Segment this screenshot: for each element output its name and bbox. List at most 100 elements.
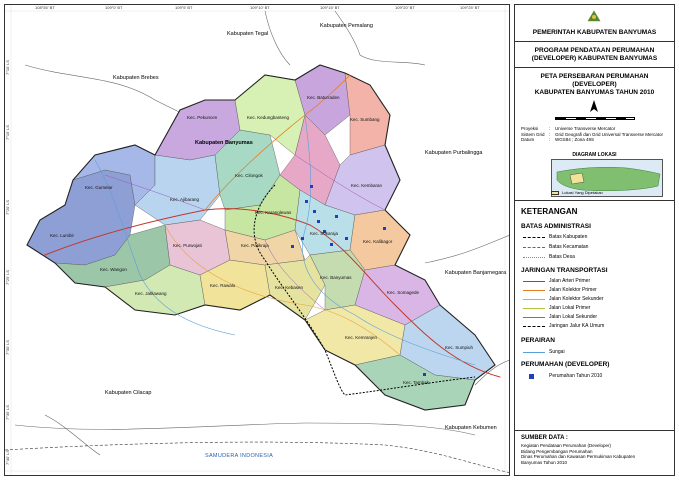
- neighbor-boundaries: [14, 10, 509, 456]
- grid-left-label: 7°15' LS: [5, 124, 10, 140]
- map-title-box: PETA PERSEBARAN PERUMAHAN (DEVELOPER) KA…: [515, 68, 674, 201]
- program-box: PROGRAM PENDATAAN PERUMAHAN (DEVELOPER) …: [515, 42, 674, 68]
- housing-point: [423, 373, 426, 376]
- gov-title: PEMERINTAH KABUPATEN BANYUMAS: [532, 29, 657, 36]
- legend-box: KETERANGAN BATAS ADMINISTRASI Batas Kabu…: [515, 201, 674, 431]
- kabupaten-banyumas: [26, 64, 496, 411]
- housing-title: PERUMAHAN (DEVELOPER): [521, 361, 610, 368]
- legend-item: Jalan Arteri Primer: [523, 278, 590, 284]
- graticule: [5, 5, 509, 475]
- road-arteri: [44, 208, 501, 378]
- kec-sumbang: [344, 72, 391, 156]
- grid-left-label: 7°25' LS: [5, 269, 10, 285]
- map-title-line3: KABUPATEN BANYUMAS TAHUN 2010: [534, 89, 655, 96]
- legend-item: Jalan Lokal Primer: [523, 305, 590, 311]
- source-line: Banyumas Tahun 2010: [521, 459, 567, 465]
- label-kab-brebes: Kabupaten Brebes: [113, 75, 159, 81]
- inset-map: [551, 159, 663, 197]
- program-line1: PROGRAM PENDATAAN PERUMAHAN: [534, 47, 655, 54]
- projection-row: Proyeksi: Universe Transverse Mercator: [521, 126, 616, 131]
- label-kec: Kec. Patikraja: [241, 243, 269, 248]
- label-kab-banyumas: Kabupaten Banyumas: [195, 140, 253, 146]
- label-kab-banjarnegara: Kabupaten Banjarnegara: [445, 270, 507, 276]
- housing-point: [345, 237, 348, 240]
- label-kec: Kec. Tambak: [403, 380, 429, 385]
- label-kec: Kec. Gumelar: [85, 185, 113, 190]
- label-kec: Kec. Karanglewas: [255, 210, 292, 215]
- label-kec: Kec. Banyumas: [320, 275, 352, 280]
- projection-info: Proyeksi: Universe Transverse Mercator Si…: [521, 126, 671, 143]
- legend-item: Jalan Kolektor Sekunder: [523, 296, 603, 302]
- coastline: [5, 441, 509, 473]
- label-kec: Kec. Kembaran: [351, 183, 383, 188]
- label-kab-tegal: Kabupaten Tegal: [227, 31, 269, 37]
- inset-note: Lokasi Yang Dipetakan: [562, 190, 603, 195]
- grid-left-label: 7°35' LS: [5, 404, 10, 420]
- housing-point: [291, 245, 294, 248]
- north-arrow-icon: [589, 100, 599, 114]
- legend-panel: PEMERINTAH KABUPATEN BANYUMAS PROGRAM PE…: [514, 4, 675, 476]
- housing-point: [310, 185, 313, 188]
- label-kec: Kec. Sumbang: [350, 117, 380, 122]
- housing-point: [383, 227, 386, 230]
- label-kec: Kec. Lumbir: [50, 233, 75, 238]
- label-kec: Kec. Kalibagor: [363, 239, 393, 244]
- road-kolektor-primer: [204, 74, 351, 211]
- legend-item: Sungai: [523, 349, 565, 355]
- label-kec: Kec. Rawalo: [210, 283, 236, 288]
- grid-top-label: 109°20' BT: [395, 5, 415, 10]
- header-box: PEMERINTAH KABUPATEN BANYUMAS: [515, 5, 674, 42]
- label-kec: Kec. Purwojati: [173, 243, 202, 248]
- source-line: Kegiatan Pendataan Perumahan (Developer): [521, 443, 612, 448]
- label-kec: Kec. Kebasen: [275, 285, 304, 290]
- legend-item: Batas Kecamatan: [523, 244, 588, 250]
- housing-point: [301, 237, 304, 240]
- source-title: SUMBER DATA :: [521, 435, 568, 441]
- housing-point: [330, 243, 333, 246]
- program-line2: (DEVELOPER) KABUPATEN BANYUMAS: [531, 55, 658, 62]
- inset-title: DIAGRAM LOKASI: [572, 152, 617, 158]
- label-kec: Kec. Jatilawang: [135, 291, 167, 296]
- legend-item: Batas Kabupaten: [523, 234, 587, 240]
- label-kab-kebumen: Kabupaten Kebumen: [445, 425, 497, 431]
- grid-left-label: 7°40' LS: [5, 449, 10, 465]
- source-box: SUMBER DATA : Kegiatan Pendataan Perumah…: [515, 431, 674, 465]
- label-sea: SAMUDERA INDONESIA: [205, 453, 274, 459]
- grid-top-label: 109°15' BT: [320, 5, 340, 10]
- label-kab-pemalang: Kabupaten Pemalang: [320, 23, 373, 29]
- label-kec: Kec. Wangon: [100, 267, 127, 272]
- projection-row: Datum: WGS84 ; Zona 49S: [521, 137, 595, 142]
- roads: [44, 74, 501, 378]
- housing-square-icon: [529, 373, 534, 379]
- grid-left-label: 7°10' LS: [5, 59, 10, 75]
- transport-title: JARINGAN TRANSPORTASI: [521, 267, 608, 274]
- label-kec: Kec. Somagede: [387, 290, 420, 295]
- label-kab-cilacap: Kabupaten Cilacap: [105, 390, 152, 396]
- projection-row: Sistem Grid: Grid Geografi dan Grid Unive…: [521, 131, 664, 137]
- map-canvas[interactable]: [5, 5, 510, 476]
- label-kec: Kec. Sumpiuh: [445, 345, 474, 350]
- housing-point: [317, 220, 320, 223]
- grid-top-label: 109°0' BT: [105, 5, 123, 10]
- kec-kembaran: [324, 144, 401, 216]
- grid-left-label: 7°20' LS: [5, 199, 10, 215]
- legend-item: Perumahan Tahun 2010: [523, 373, 602, 379]
- inset-legend-swatch: [551, 191, 559, 195]
- label-kec: Kec. Pekuncen: [187, 115, 218, 120]
- label-kec: Kec. Baturraden: [307, 95, 340, 100]
- grid-top-label: 108°55' BT: [35, 5, 55, 10]
- map-frame: 108°55' BT 109°0' BT 109°5' BT 109°10' B…: [4, 4, 510, 476]
- scale-bar: [555, 117, 635, 120]
- legend-item: Batas Desa: [523, 254, 575, 260]
- grid-top-label: 109°25' BT: [460, 5, 480, 10]
- rivers: [94, 114, 476, 366]
- grid-left-label: 7°30' LS: [5, 339, 10, 355]
- water-title: PERAIRAN: [521, 337, 555, 344]
- map-title-line2: (DEVELOPER): [572, 81, 617, 88]
- housing-point: [335, 215, 338, 218]
- road-lokal: [104, 154, 386, 311]
- grid-top-label: 109°10' BT: [250, 5, 270, 10]
- housing-point: [323, 230, 326, 233]
- source-line: Dinas Perumahan dan Kawasan Permukiman K…: [521, 454, 636, 459]
- road-kolektor-sekunder: [164, 224, 401, 356]
